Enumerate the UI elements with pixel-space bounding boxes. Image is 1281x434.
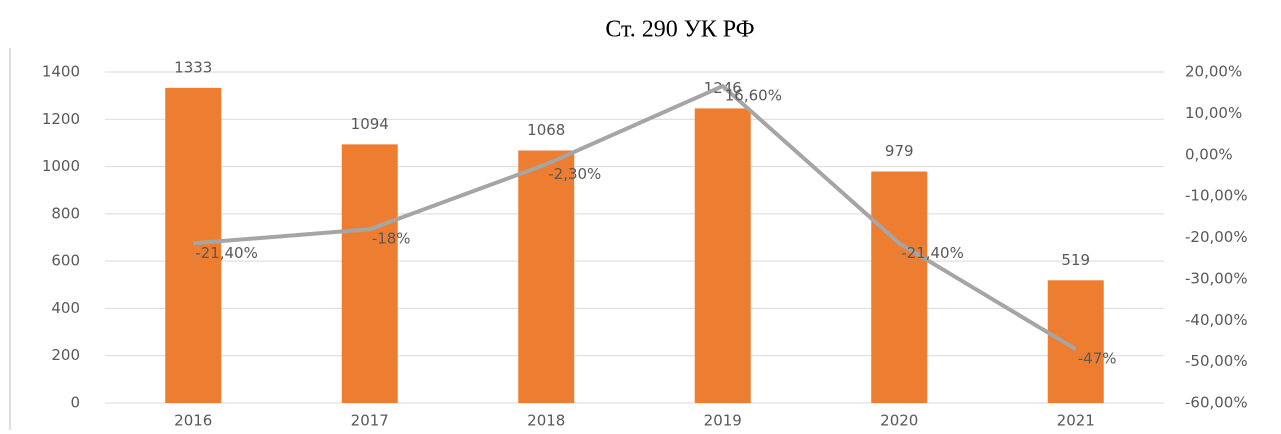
line bbox=[193, 84, 1077, 351]
y-tick-label: 600 bbox=[51, 252, 80, 270]
y-tick-label: 1200 bbox=[42, 110, 80, 128]
x-tick-label: 2018 bbox=[527, 412, 565, 430]
y2-tick-label: -30,00% bbox=[1185, 269, 1248, 287]
line-value-label: -21,40% bbox=[901, 244, 964, 262]
y-tick-label: 400 bbox=[51, 299, 80, 317]
y2-tick-label: -20,00% bbox=[1185, 228, 1248, 246]
y2-tick-label: 20,00% bbox=[1185, 63, 1242, 81]
bar-value-label: 979 bbox=[885, 142, 914, 160]
y2-tick-label: -60,00% bbox=[1185, 394, 1248, 412]
y2-tick-label: -10,00% bbox=[1185, 187, 1248, 205]
bar-value-label: 519 bbox=[1061, 251, 1090, 269]
bar bbox=[518, 150, 575, 403]
y-tick-label: 1000 bbox=[42, 157, 80, 175]
line-value-label: -18% bbox=[372, 230, 411, 248]
x-tick-label: 2019 bbox=[704, 412, 742, 430]
y2-tick-label: -50,00% bbox=[1185, 352, 1248, 370]
bar-value-label: 1068 bbox=[527, 121, 565, 139]
y-tick-label: 800 bbox=[51, 204, 80, 222]
x-tick-label: 2021 bbox=[1057, 412, 1095, 430]
y2-tick-label: 10,00% bbox=[1185, 104, 1242, 122]
line-value-label: -21,40% bbox=[195, 244, 258, 262]
y2-tick-label: 0,00% bbox=[1185, 145, 1233, 163]
bar bbox=[871, 171, 928, 403]
bar bbox=[1047, 280, 1104, 403]
bar bbox=[694, 108, 751, 403]
x-tick-label: 2017 bbox=[351, 412, 389, 430]
x-tick-label: 2016 bbox=[174, 412, 212, 430]
y2-tick-label: -40,00% bbox=[1185, 311, 1248, 329]
chart-title: Ст. 290 УК РФ bbox=[605, 17, 754, 43]
bar-value-label: 1333 bbox=[174, 58, 212, 76]
bar-value-label: 1094 bbox=[351, 115, 389, 133]
bar bbox=[341, 144, 398, 403]
bar bbox=[165, 87, 222, 404]
y-tick-label: 200 bbox=[51, 346, 80, 364]
x-tick-label: 2020 bbox=[880, 412, 918, 430]
y-tick-label: 1400 bbox=[42, 63, 80, 81]
y-tick-label: 0 bbox=[70, 394, 80, 412]
line-value-label: -2,30% bbox=[548, 165, 601, 183]
line-value-label: 16,60% bbox=[725, 87, 782, 105]
line-value-label: -47% bbox=[1078, 350, 1117, 368]
